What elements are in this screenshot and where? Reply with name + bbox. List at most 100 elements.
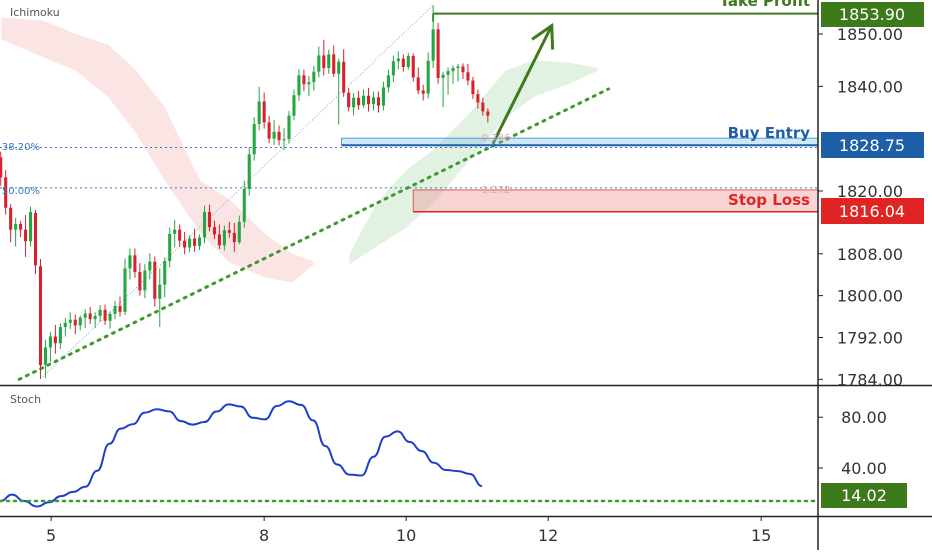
time-tick-label: 5 [46,526,56,545]
candle [217,224,221,250]
candle [128,248,132,280]
candle-body [73,319,77,326]
candle [232,222,236,252]
take-profit-price: 1853.90 [839,5,905,24]
candle-body [197,237,202,246]
candle-body [118,306,122,312]
candle [312,65,316,91]
candle-body [461,66,465,73]
stop-loss-tag-bg [821,198,924,224]
candle-body [401,58,405,67]
candle-body [471,80,475,95]
candle-body [371,97,376,105]
candle-body [357,97,361,106]
candle [43,339,47,379]
candle-body [257,101,261,125]
stoch-level-value: 14.02 [841,486,887,505]
candle [237,215,241,245]
candle [183,231,187,255]
candle [461,63,465,80]
candle [148,253,152,280]
buy-entry-tag-bg [821,132,924,158]
candle-body [14,223,18,230]
candle-body [128,255,132,269]
candle-body [133,255,137,273]
candle [297,69,301,101]
candle [4,170,8,215]
candle-body [376,97,381,106]
candle [168,227,172,268]
candle-body [366,95,371,105]
candle-body [302,75,306,85]
candle-body [297,75,301,96]
candle [113,300,117,320]
candle-body [242,188,246,222]
candle-body [168,233,172,262]
candle-body [267,122,271,139]
candle [357,91,361,110]
candle [53,324,57,354]
candle [58,323,62,349]
candle [446,67,450,95]
candle [257,86,261,131]
candle [396,51,400,70]
candle [247,147,251,196]
candle-body [227,230,231,233]
candle [362,89,366,108]
candle-body [287,115,291,140]
candle [381,81,385,111]
candle-body [193,238,197,246]
candle-body [222,230,226,246]
time-tick-label: 8 [259,526,269,545]
candle [197,234,202,251]
candle-body [53,336,57,344]
stoch-tick-label: 40.00 [841,459,887,478]
price-tick-label: 1784.00 [837,370,903,389]
candle [471,76,475,99]
zone-boxes [341,137,819,213]
candlestick-series [0,5,490,379]
candle-body [312,71,316,83]
projection-arrow-head [531,22,555,50]
candle-body [78,317,82,326]
price-tick-label: 1808.00 [837,245,903,264]
candle-body [347,92,351,108]
stop-loss-label: Stop Loss [728,191,810,209]
candle-body [327,54,331,69]
candle-body [381,87,385,106]
candle-body [83,313,87,318]
candle [103,304,107,325]
candle-body [342,61,346,93]
candle [371,91,376,111]
candle-body [153,261,157,299]
candle [98,305,102,322]
candle-body [446,71,450,75]
candle [14,218,18,247]
candle [48,332,52,363]
candle-body [148,261,152,271]
candle-body [9,207,13,230]
candle [456,63,460,82]
oscillator-panel-label: Stoch [10,393,41,406]
cloud-bullish [349,60,598,265]
candle [391,55,395,83]
candle [9,204,13,243]
candle [93,312,97,329]
candle-body [466,72,470,81]
candle-body [58,327,62,344]
candle [436,23,440,84]
uptrend-dotted-line [17,87,611,381]
candle [481,97,485,116]
candle-body [113,306,117,314]
stop-loss-price: 1816.04 [839,202,905,221]
candle-body [272,131,276,139]
candle [78,315,82,331]
price-tick-label: 1820.00 [837,182,903,201]
candle-body [277,131,281,141]
candle [38,258,43,379]
candle [73,314,77,335]
candle [108,311,112,329]
candle [287,110,291,144]
